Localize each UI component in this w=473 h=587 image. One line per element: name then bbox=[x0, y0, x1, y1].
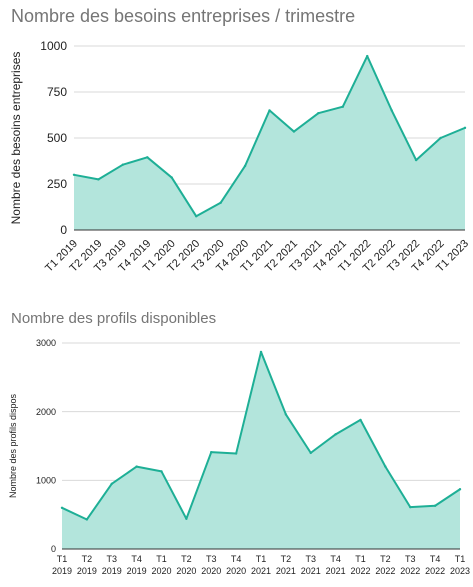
data-point bbox=[317, 111, 320, 115]
data-point bbox=[414, 158, 418, 162]
area-fill bbox=[62, 351, 460, 549]
data-point bbox=[170, 176, 173, 179]
y-tick-label: 1000 bbox=[36, 475, 56, 485]
x-tick-label: T3 2019 bbox=[102, 554, 122, 576]
data-point bbox=[366, 54, 369, 58]
data-point bbox=[439, 136, 442, 140]
data-point bbox=[259, 350, 263, 354]
data-point bbox=[243, 164, 247, 168]
data-point bbox=[341, 105, 345, 108]
data-point bbox=[292, 130, 296, 133]
x-tick-label: T2 2019 bbox=[77, 554, 97, 576]
x-tick-label: T1 2020 bbox=[151, 554, 171, 576]
data-point bbox=[433, 504, 437, 507]
data-point bbox=[234, 452, 238, 455]
chart-panel-besoins: Nombre des besoins entreprises / trimest… bbox=[0, 0, 473, 292]
data-point bbox=[219, 201, 222, 204]
x-tick-label: T1 2021 bbox=[251, 554, 271, 576]
data-point bbox=[268, 109, 271, 112]
data-point bbox=[146, 156, 149, 159]
x-tick-label: T2 2022 bbox=[375, 554, 395, 576]
y-axis-label: Nombre des besoins entreprises bbox=[9, 52, 23, 225]
data-point bbox=[390, 109, 393, 112]
data-point bbox=[60, 506, 64, 509]
area-fill bbox=[74, 56, 465, 231]
data-point bbox=[409, 505, 412, 509]
x-tick-label: T2 2021 bbox=[276, 554, 296, 576]
x-tick-label: T3 2020 bbox=[201, 554, 221, 576]
y-tick-label: 250 bbox=[47, 177, 67, 191]
x-tick-label: T3 2021 bbox=[301, 554, 321, 576]
x-tick-label: T4 2019 bbox=[127, 554, 147, 576]
y-tick-label: 0 bbox=[60, 223, 67, 237]
y-tick-label: 0 bbox=[51, 544, 56, 554]
chart-panel-profils: Nombre des profils disponibles 0 1000 2000… bbox=[0, 300, 473, 587]
data-point bbox=[384, 465, 387, 468]
y-tick-label: 500 bbox=[47, 131, 67, 145]
data-point bbox=[72, 173, 76, 176]
chart-title-besoins: Nombre des besoins entreprises / trimest… bbox=[11, 6, 356, 26]
y-tick-label: 3000 bbox=[36, 338, 56, 348]
data-point bbox=[121, 163, 125, 166]
data-point bbox=[210, 450, 213, 454]
x-tick-label: T4 2020 bbox=[226, 554, 246, 576]
data-point bbox=[110, 482, 113, 485]
data-point bbox=[97, 178, 100, 181]
x-tick-label: T3 2022 bbox=[400, 554, 420, 576]
y-tick-label: 750 bbox=[47, 85, 67, 99]
y-axis-label: Nombre des profils dispos bbox=[8, 393, 18, 498]
x-tick-label: T2 2020 bbox=[176, 554, 196, 576]
chart-title-profils: Nombre des profils disponibles bbox=[11, 310, 217, 327]
x-tick-label: T1 2023 bbox=[450, 554, 470, 576]
data-point bbox=[309, 451, 312, 455]
data-point bbox=[463, 126, 467, 130]
data-point bbox=[334, 433, 337, 436]
y-tick-label: 2000 bbox=[36, 407, 56, 417]
x-tick-label: T1 2022 bbox=[350, 554, 370, 576]
data-point bbox=[85, 518, 89, 521]
data-point bbox=[135, 465, 138, 468]
data-point bbox=[194, 215, 198, 218]
x-tick-label: T4 2022 bbox=[425, 554, 445, 576]
data-point bbox=[284, 413, 288, 416]
x-tick-label: T1 2019 bbox=[52, 554, 72, 576]
data-point bbox=[359, 418, 362, 422]
data-point bbox=[458, 488, 462, 491]
y-tick-label: 1000 bbox=[40, 39, 67, 53]
data-point bbox=[185, 517, 188, 520]
data-point bbox=[160, 470, 163, 473]
x-tick-label: T4 2021 bbox=[326, 554, 346, 576]
